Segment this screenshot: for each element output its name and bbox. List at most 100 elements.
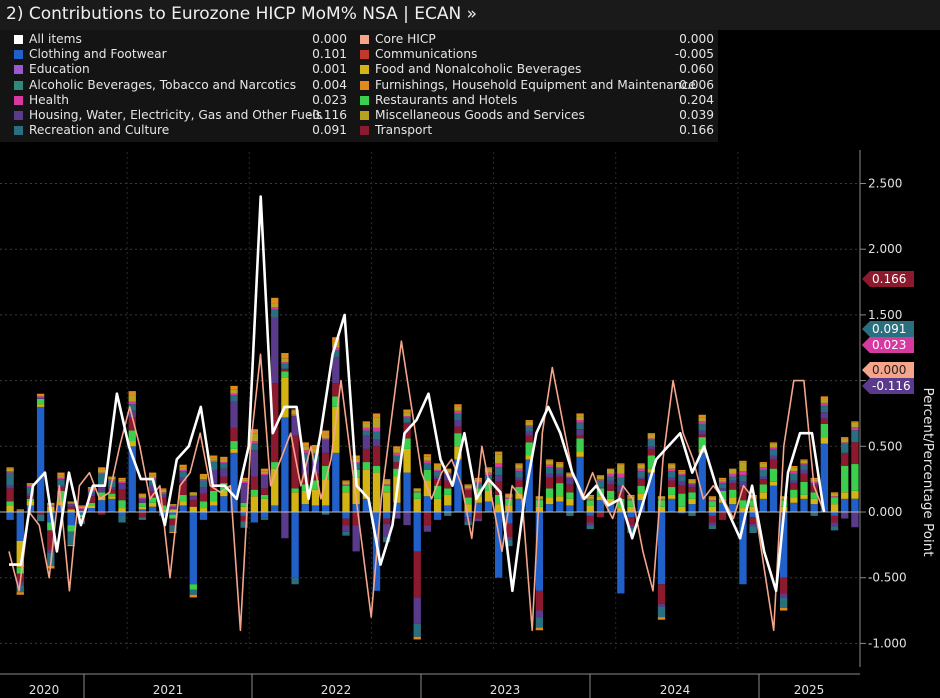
bar-segment xyxy=(199,480,208,488)
bar-segment xyxy=(759,484,767,493)
bar-segment xyxy=(668,487,676,495)
legend-item[interactable]: Core HICP 0.000 xyxy=(360,32,714,47)
bar-segment xyxy=(627,498,635,501)
bar-segment xyxy=(179,477,187,482)
legend-item[interactable]: Health 0.023 xyxy=(14,93,347,108)
end-value-tag-shape xyxy=(862,378,914,394)
legend-item[interactable]: Furnishings, Household Equipment and Mai… xyxy=(360,78,714,93)
bar-segment xyxy=(759,476,767,480)
bar-segment xyxy=(413,488,421,491)
bar-segment xyxy=(515,480,523,488)
bar-segment xyxy=(668,477,676,481)
bar-segment xyxy=(810,492,818,499)
legend-label: Recreation and Culture xyxy=(29,123,170,138)
bar-segment xyxy=(36,398,45,405)
legend-item[interactable]: Housing, Water, Electricity, Gas and Oth… xyxy=(14,108,347,123)
bar-segment xyxy=(454,426,462,434)
bar-segment xyxy=(271,297,279,304)
bar-segment xyxy=(362,423,371,428)
bar-segment xyxy=(148,485,157,491)
bar-segment xyxy=(820,423,829,438)
bar-segment xyxy=(87,502,96,506)
bar-segment xyxy=(525,420,533,422)
bar-segment xyxy=(576,413,584,417)
legend-item[interactable]: Education 0.001 xyxy=(14,62,347,77)
bar-segment xyxy=(118,481,126,484)
bar-segment xyxy=(128,404,136,411)
bar-segment xyxy=(372,427,381,432)
bar-segment xyxy=(260,498,269,512)
legend-item[interactable]: Restaurants and Hotels 0.204 xyxy=(360,93,714,108)
bar-segment xyxy=(576,429,584,436)
bar-segment xyxy=(484,490,493,502)
bar-segment xyxy=(138,497,147,499)
chart-title[interactable]: 2) Contributions to Eurozone HICP MoM% N… xyxy=(6,4,477,24)
bar-segment xyxy=(220,462,228,464)
bar-segment xyxy=(271,468,279,506)
bar-segment xyxy=(576,435,584,439)
bar-segment xyxy=(535,617,544,628)
bar-segment xyxy=(148,472,157,476)
x-tick-label: 2024 xyxy=(660,683,691,697)
bar-segment xyxy=(413,512,421,552)
legend-item[interactable]: Transport 0.166 xyxy=(360,123,714,138)
bar-segment xyxy=(830,492,839,494)
bar-segment xyxy=(464,484,472,486)
bar-segment xyxy=(535,590,544,611)
bar-segment xyxy=(332,396,340,407)
bar-segment xyxy=(220,476,228,484)
legend-item[interactable]: Alcoholic Beverages, Tobacco and Narcoti… xyxy=(14,78,347,93)
bar-segment xyxy=(57,477,65,480)
bar-segment xyxy=(779,593,788,598)
bar-segment xyxy=(454,459,462,512)
legend-item[interactable]: Miscellaneous Goods and Services 0.039 xyxy=(360,108,714,123)
bar-segment xyxy=(820,398,829,403)
bar-segment xyxy=(627,525,635,528)
bar-segment xyxy=(403,472,411,512)
legend-item[interactable]: Recreation and Culture 0.091 xyxy=(14,123,347,138)
legend-item[interactable]: Communications -0.005 xyxy=(360,47,714,62)
bar-segment xyxy=(57,485,65,488)
bar-segment xyxy=(668,480,676,488)
bar-segment xyxy=(718,479,727,482)
bar-segment xyxy=(800,498,808,512)
bar-segment xyxy=(189,589,197,595)
bar-segment xyxy=(545,467,554,474)
bar-segment xyxy=(688,480,696,484)
bar-segment xyxy=(433,463,442,467)
bar-segment xyxy=(281,362,289,364)
bar-segment xyxy=(413,597,421,624)
legend-item[interactable]: Clothing and Footwear 0.101 xyxy=(14,47,347,62)
legend-swatch xyxy=(14,65,23,75)
bar-segment xyxy=(790,489,798,498)
legend-item[interactable]: All items 0.000 xyxy=(14,32,347,47)
bar-segment xyxy=(739,475,747,482)
bar-segment xyxy=(209,462,218,470)
bar-segment xyxy=(830,504,839,512)
bar-segment xyxy=(647,434,656,439)
bar-segment xyxy=(688,504,696,512)
bar-segment xyxy=(769,442,778,444)
bar-segment xyxy=(250,512,259,523)
bar-segment xyxy=(260,471,269,474)
bar-segment xyxy=(657,498,666,501)
end-value-tag-shape xyxy=(862,271,914,287)
bar-segment xyxy=(260,512,269,518)
bar-segment xyxy=(454,420,462,427)
bar-segment xyxy=(464,504,472,512)
bar-segment xyxy=(281,353,289,359)
bar-segment xyxy=(16,510,24,512)
bar-segment xyxy=(271,303,279,308)
bar-segment xyxy=(118,489,126,501)
bar-segment xyxy=(342,492,350,512)
bar-segment xyxy=(332,406,340,453)
y-tick-label: -1.000 xyxy=(868,636,907,650)
end-value-tag: -0.116 xyxy=(862,378,914,394)
bar-segment xyxy=(444,494,452,506)
bar-segment xyxy=(250,429,259,434)
bar-segment xyxy=(403,512,411,526)
bar-segment xyxy=(6,468,14,472)
bar-segment xyxy=(586,522,594,526)
bar-segment xyxy=(118,508,126,512)
legend-item[interactable]: Food and Nonalcoholic Beverages 0.060 xyxy=(360,62,714,77)
